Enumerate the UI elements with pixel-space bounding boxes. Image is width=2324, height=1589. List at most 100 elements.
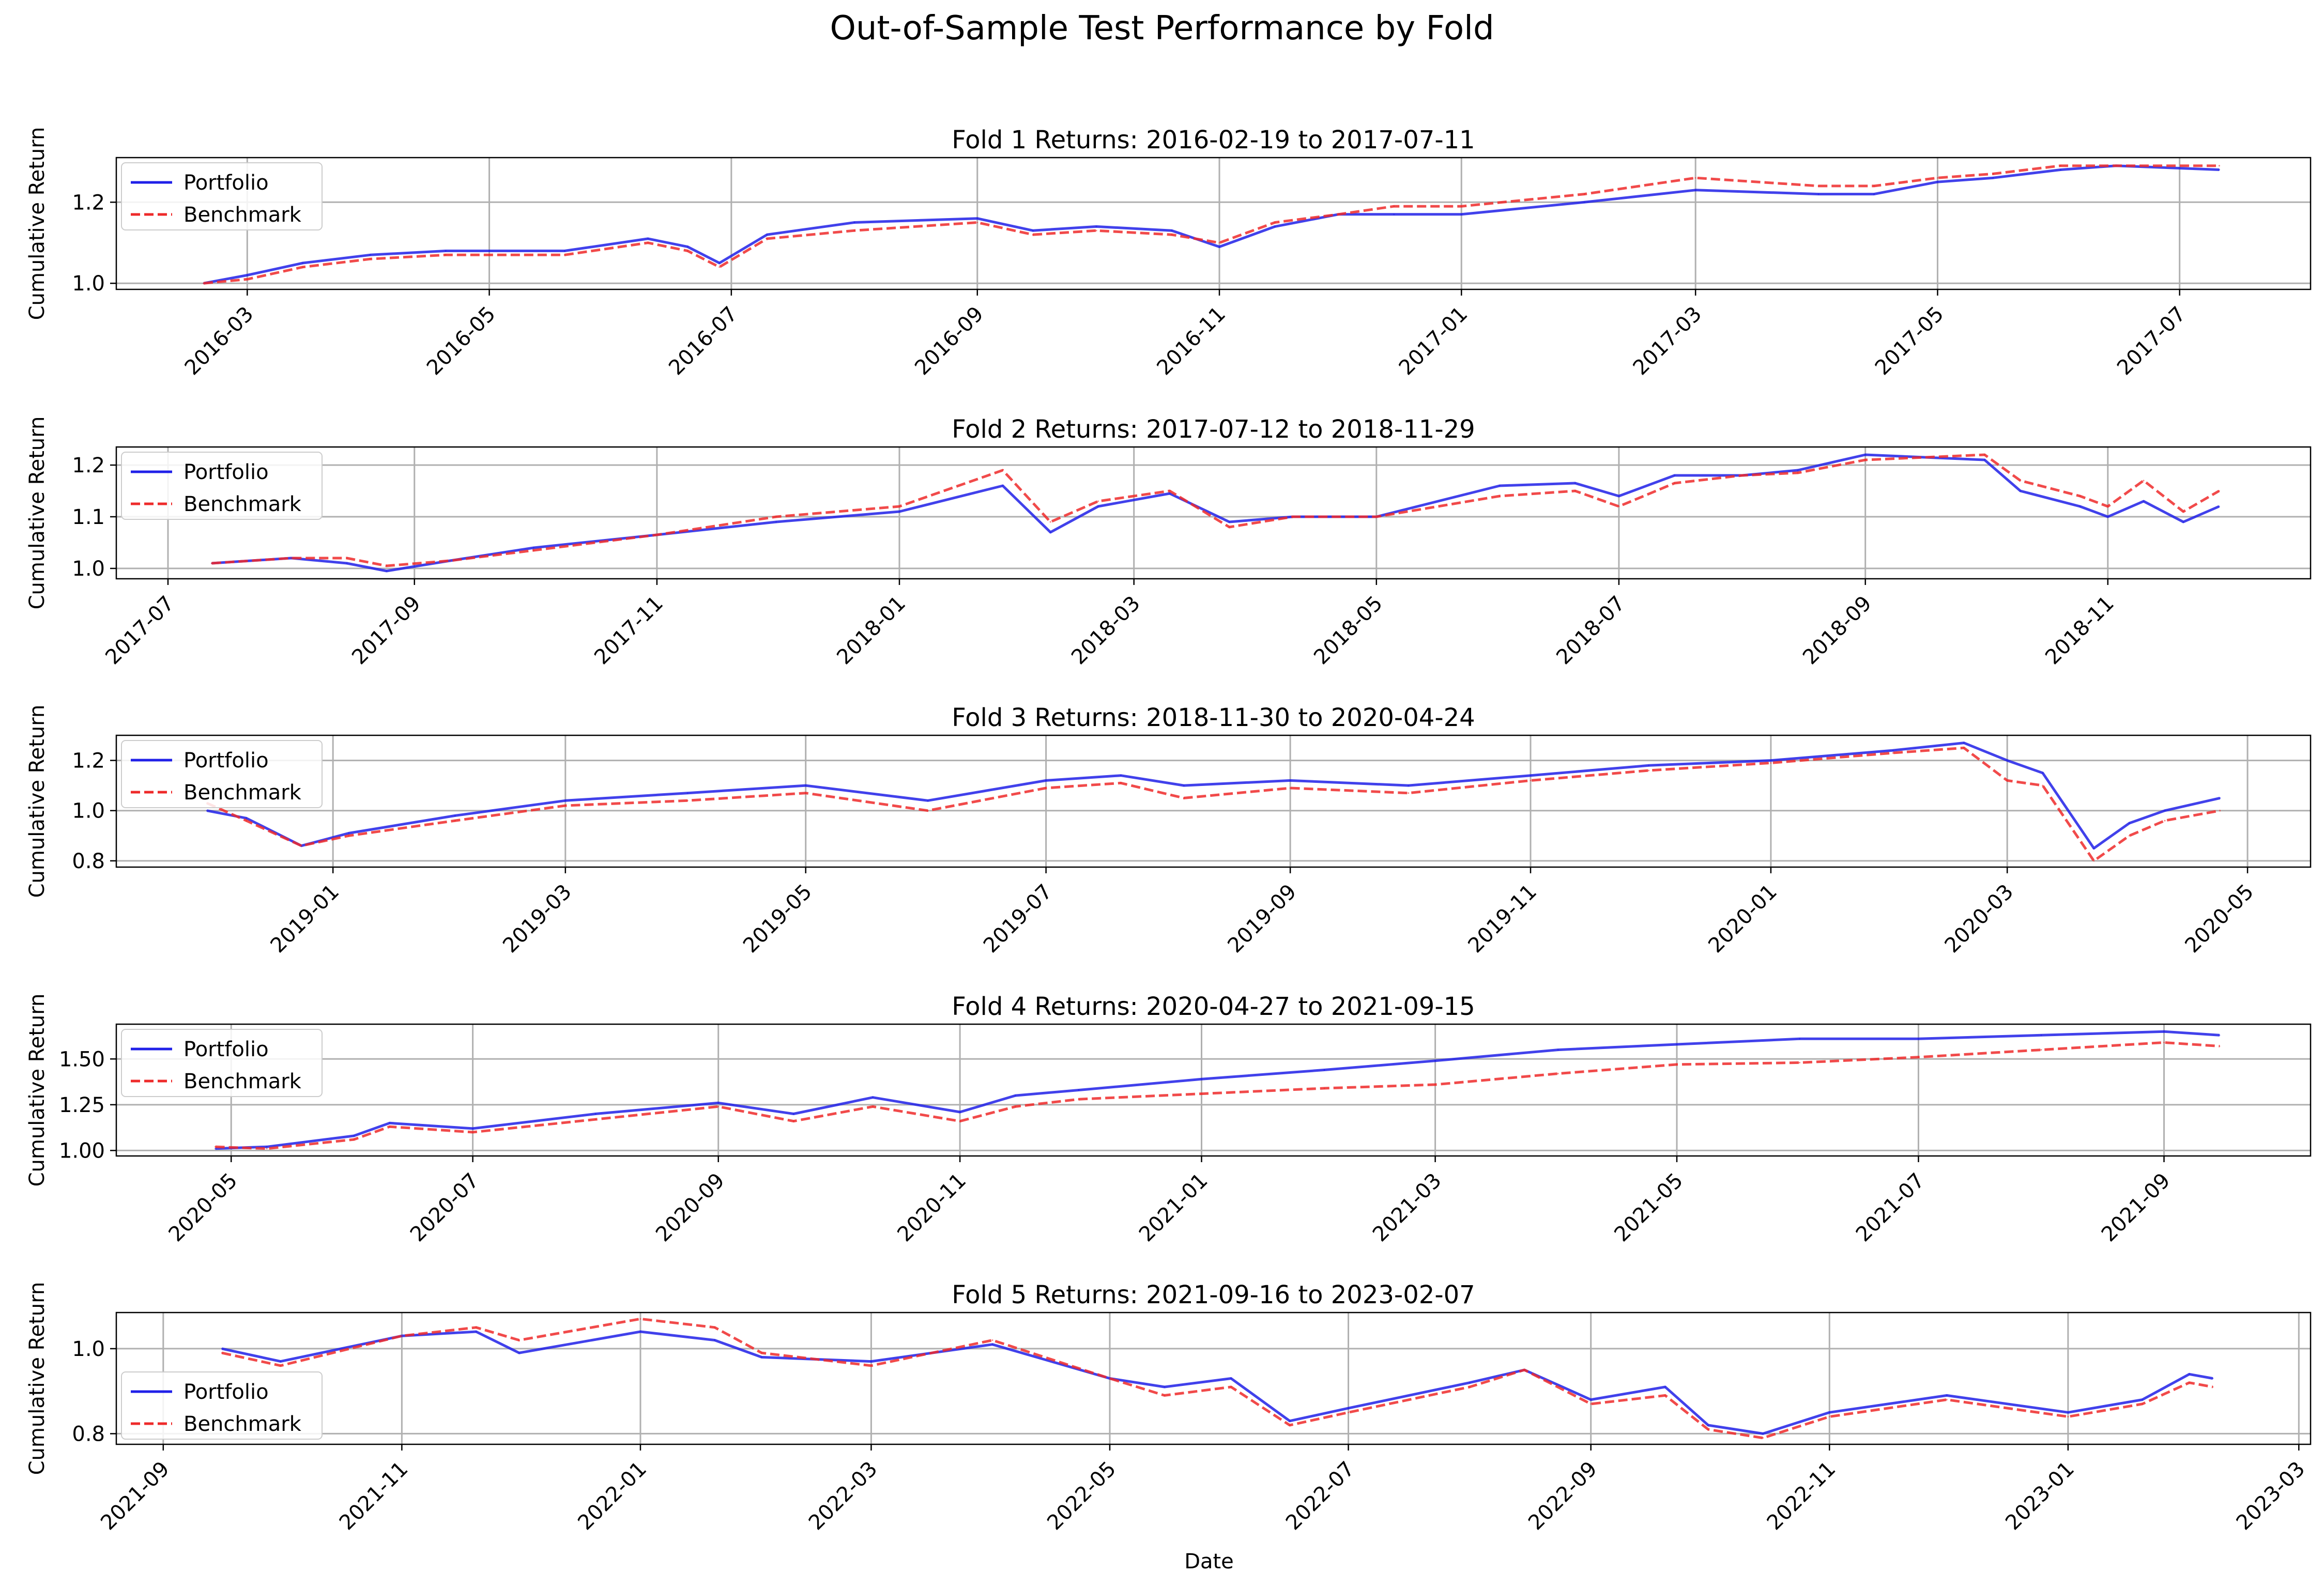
data-point (1201, 1093, 1203, 1095)
axes-frame (115, 734, 2312, 868)
data-point (1676, 1063, 1678, 1066)
data-point (564, 805, 567, 807)
data-point (1983, 454, 1985, 456)
legend-label: Portfolio (184, 1038, 269, 1061)
y-tick-label: 1.0 (72, 1337, 105, 1361)
data-point (1664, 1386, 1666, 1388)
data-point (1348, 1411, 1350, 1413)
data-point (2040, 1049, 2042, 1051)
data-point (246, 278, 248, 280)
series-line-benchmark (203, 164, 2220, 285)
data-point (563, 254, 565, 256)
data-point (1183, 797, 1185, 799)
data-point (1218, 246, 1220, 248)
data-point (959, 1120, 961, 1122)
data-point (2219, 1034, 2221, 1036)
data-point (1873, 193, 1875, 195)
data-point (1289, 1420, 1291, 1422)
data-point (266, 1148, 268, 1150)
data-point (563, 250, 565, 252)
data-point (1797, 472, 1799, 474)
series-line-portfolio (215, 1030, 2220, 1150)
data-point (1741, 474, 1743, 476)
data-point (1992, 173, 1994, 175)
data-point (2079, 495, 2081, 497)
series-line-benchmark (215, 1041, 2220, 1150)
data-point (775, 516, 777, 518)
data-point (1097, 500, 1099, 502)
y-axis-label: Cumulative Return (25, 994, 49, 1187)
data-point (1917, 1038, 1919, 1040)
data-point (1530, 775, 1532, 777)
legend-label: Portfolio (184, 460, 269, 484)
data-point (1583, 193, 1585, 195)
data-point (870, 1361, 872, 1363)
data-point (1014, 1094, 1016, 1097)
data-point (1469, 1386, 1471, 1388)
data-point (1460, 213, 1462, 215)
data-point (386, 570, 388, 572)
data-point (656, 534, 658, 536)
y-axis-label: Cumulative Return (25, 1282, 49, 1475)
data-point (1992, 177, 1994, 179)
data-point (215, 1146, 217, 1148)
data-point (718, 262, 721, 264)
data-point (2128, 835, 2130, 837)
data-point (1014, 1105, 1016, 1107)
data-point (290, 557, 292, 559)
data-point (472, 1128, 474, 1130)
data-point (1694, 189, 1696, 191)
data-point (1946, 1394, 1948, 1396)
data-point (1375, 516, 1378, 518)
data-point (1873, 185, 1875, 187)
data-point (221, 1352, 223, 1354)
data-point (686, 792, 689, 794)
data-point (1664, 1394, 1666, 1396)
legend-label: Benchmark (184, 1412, 302, 1436)
data-point (1408, 784, 1410, 786)
data-point (1348, 1407, 1350, 1409)
data-point (1228, 521, 1230, 523)
data-point (1218, 242, 1220, 244)
legend-label: Benchmark (184, 781, 302, 805)
data-point (1230, 1378, 1232, 1379)
data-point (1674, 482, 1676, 484)
axes-frame (115, 157, 2312, 290)
y-axis-label: Cumulative Return (25, 416, 49, 610)
legend-label: Benchmark (184, 203, 302, 227)
data-point (454, 814, 456, 816)
y-tick-label: 1.00 (59, 1139, 105, 1163)
data-point (1892, 752, 1894, 754)
data-point (872, 1097, 874, 1099)
data-point (1618, 495, 1620, 497)
legend-label: Portfolio (184, 749, 269, 773)
data-point (1120, 782, 1122, 784)
data-point (1864, 459, 1867, 461)
data-point (1289, 1424, 1291, 1426)
y-tick-label: 1.0 (72, 799, 105, 823)
data-point (2182, 521, 2184, 523)
data-point (1460, 205, 1462, 207)
data-point (1078, 1089, 1080, 1091)
data-point (206, 810, 208, 812)
data-point (245, 820, 247, 822)
y-tick-label: 1.1 (72, 505, 105, 529)
data-point (594, 1118, 597, 1120)
data-point (2079, 505, 2081, 507)
legend: Portfolio Benchmark (121, 452, 323, 520)
x-axis-label: Date (1184, 1550, 1234, 1573)
data-point (1917, 1056, 1919, 1058)
data-point (853, 229, 855, 232)
data-point (2067, 1416, 2069, 1418)
data-point (714, 1326, 716, 1329)
data-point (2218, 165, 2220, 167)
data-point (647, 242, 649, 244)
data-point (898, 511, 900, 513)
data-point (1762, 1432, 1764, 1434)
data-point (564, 799, 567, 801)
data-point (1817, 185, 1820, 187)
data-point (2115, 165, 2117, 167)
subplot-title: Fold 5 Returns: 2021-09-16 to 2023-02-07 (952, 1281, 1475, 1309)
data-point (445, 254, 447, 256)
